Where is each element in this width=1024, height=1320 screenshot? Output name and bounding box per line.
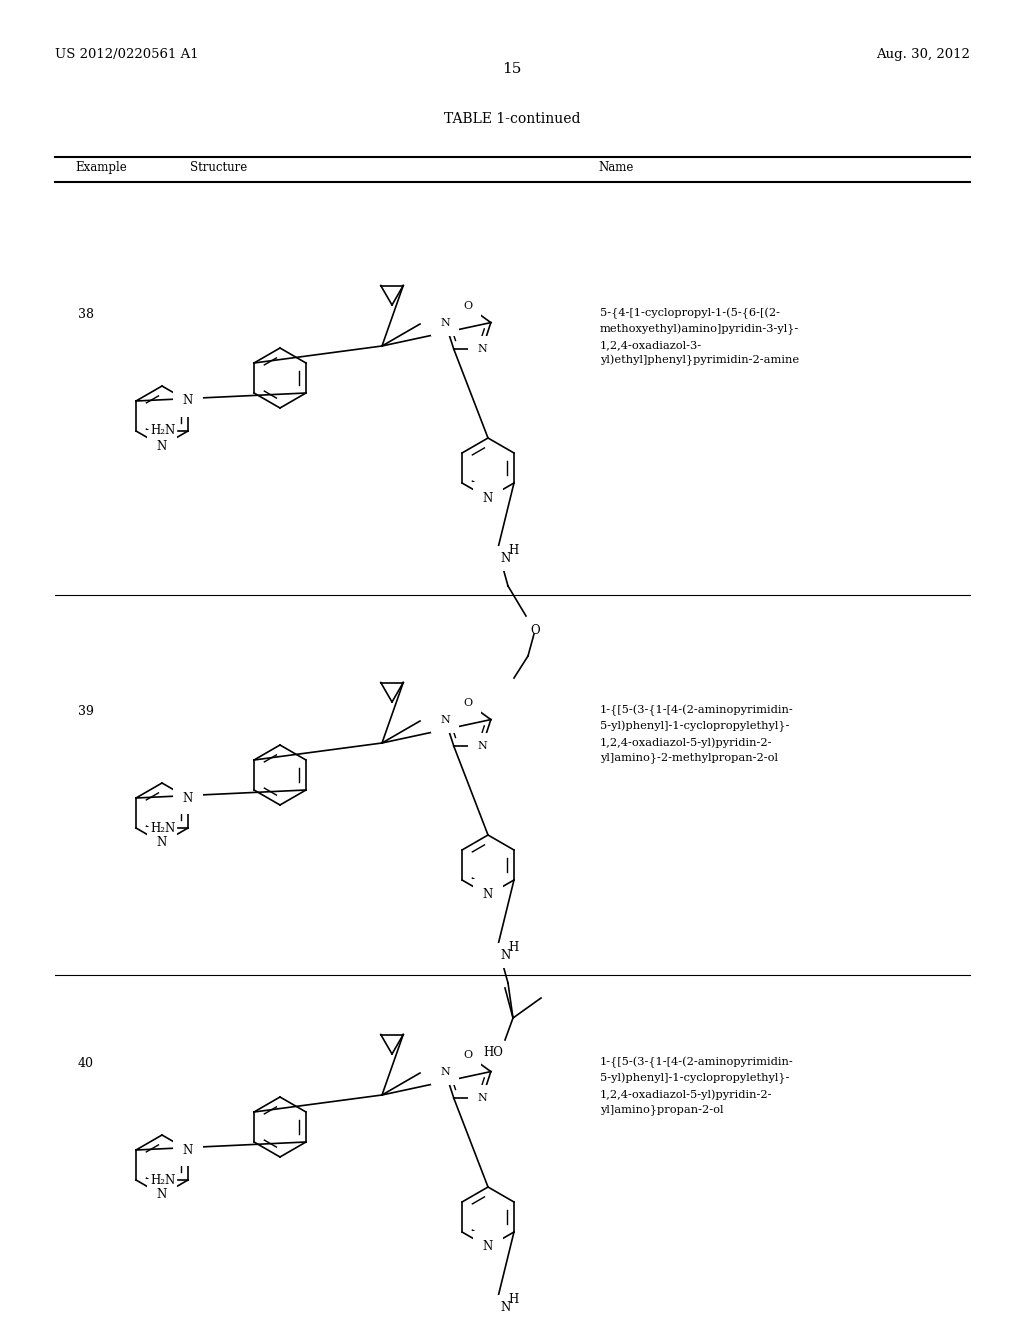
Text: H₂N: H₂N bbox=[151, 821, 176, 834]
Text: N: N bbox=[483, 1241, 494, 1254]
Text: N: N bbox=[500, 1302, 510, 1313]
Text: O: O bbox=[464, 1049, 472, 1060]
Text: N: N bbox=[483, 491, 494, 504]
Text: N: N bbox=[477, 742, 487, 751]
Text: O: O bbox=[464, 698, 472, 708]
Text: N: N bbox=[183, 395, 194, 408]
Text: H: H bbox=[508, 544, 518, 557]
Text: H: H bbox=[508, 941, 518, 954]
Text: N: N bbox=[483, 888, 494, 902]
Text: Example: Example bbox=[75, 161, 127, 174]
Text: US 2012/0220561 A1: US 2012/0220561 A1 bbox=[55, 48, 199, 61]
Text: H₂N: H₂N bbox=[151, 425, 176, 437]
Text: N: N bbox=[157, 1188, 167, 1201]
Text: 15: 15 bbox=[503, 62, 521, 77]
Text: HO: HO bbox=[483, 1045, 503, 1059]
Text: Name: Name bbox=[598, 161, 634, 174]
Text: 1-{[5-(3-{1-[4-(2-aminopyrimidin-
5-yl)phenyl]-1-cyclopropylethyl}-
1,2,4-oxadia: 1-{[5-(3-{1-[4-(2-aminopyrimidin- 5-yl)p… bbox=[600, 705, 794, 763]
Text: 5-{4-[1-cyclopropyl-1-(5-{6-[(2-
methoxyethyl)amino]pyridin-3-yl}-
1,2,4-oxadiaz: 5-{4-[1-cyclopropyl-1-(5-{6-[(2- methoxy… bbox=[600, 308, 800, 366]
Text: Structure: Structure bbox=[190, 161, 247, 174]
Text: Aug. 30, 2012: Aug. 30, 2012 bbox=[877, 48, 970, 61]
Text: N: N bbox=[500, 552, 510, 565]
Text: N: N bbox=[440, 1067, 451, 1077]
Text: 1-{[5-(3-{1-[4-(2-aminopyrimidin-
5-yl)phenyl]-1-cyclopropylethyl}-
1,2,4-oxadia: 1-{[5-(3-{1-[4-(2-aminopyrimidin- 5-yl)p… bbox=[600, 1057, 794, 1115]
Text: methyl stub: methyl stub bbox=[526, 663, 577, 671]
Text: 39: 39 bbox=[78, 705, 94, 718]
Text: O: O bbox=[530, 624, 540, 638]
Text: N: N bbox=[183, 1143, 194, 1156]
Text: N: N bbox=[440, 714, 451, 725]
Text: N: N bbox=[477, 345, 487, 354]
Text: N: N bbox=[157, 440, 167, 453]
Text: N: N bbox=[477, 1093, 487, 1104]
Text: O: O bbox=[464, 301, 472, 312]
Text: 40: 40 bbox=[78, 1057, 94, 1071]
Text: N: N bbox=[440, 318, 451, 327]
Text: N: N bbox=[183, 792, 194, 804]
Text: TABLE 1-continued: TABLE 1-continued bbox=[443, 112, 581, 125]
Text: H: H bbox=[508, 1294, 518, 1305]
Text: 38: 38 bbox=[78, 308, 94, 321]
Text: H₂N: H₂N bbox=[151, 1173, 176, 1187]
Text: N: N bbox=[157, 837, 167, 850]
Text: N: N bbox=[500, 949, 510, 962]
